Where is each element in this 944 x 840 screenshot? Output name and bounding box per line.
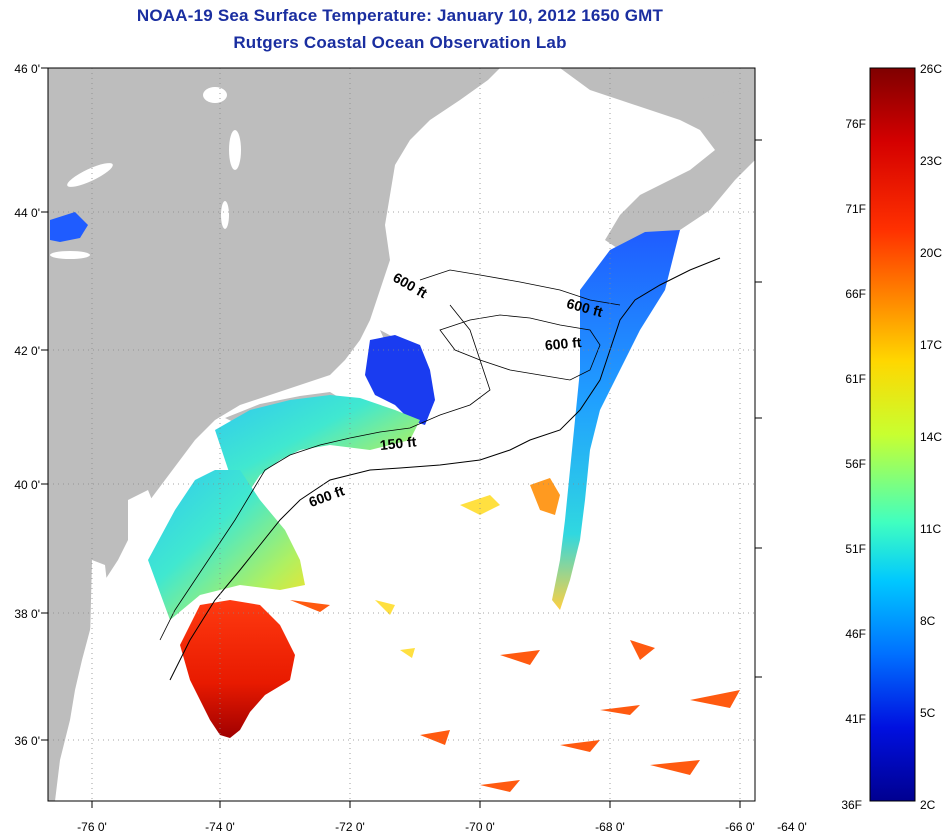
colorbar — [869, 67, 916, 802]
sst-patch-blue-nw — [50, 212, 88, 242]
lat-label: 42 0' — [14, 344, 40, 358]
map-subtitle: Rutgers Coastal Ocean Observation Lab — [233, 33, 567, 52]
lon-label: -68 0' — [595, 820, 625, 834]
lat-label: 36 0' — [14, 734, 40, 748]
colorbar-celsius-labels: 26C 23C 20C 17C 14C 11C 8C 5C 2C — [920, 62, 942, 812]
bathymetry-contour-150ft — [159, 304, 491, 641]
fahrenheit-label: 61F — [845, 372, 866, 386]
fahrenheit-label: 51F — [845, 542, 866, 556]
celsius-label: 8C — [920, 614, 936, 628]
celsius-label: 23C — [920, 154, 942, 168]
bathymetry-contour-fundy — [419, 269, 621, 306]
fahrenheit-label: 36F — [841, 798, 862, 812]
fahrenheit-label: 76F — [845, 117, 866, 131]
land-us-mainland — [48, 68, 500, 801]
contour-label: 150 ft — [379, 433, 417, 453]
lon-label: -64 0' — [777, 820, 807, 834]
delaware-bay — [120, 490, 160, 585]
map-title: NOAA-19 Sea Surface Temperature: January… — [136, 6, 664, 25]
map-frame — [47, 67, 756, 802]
lake — [229, 130, 241, 170]
sst-patch-cape-cod — [365, 335, 435, 425]
lake — [50, 251, 90, 259]
fahrenheit-label: 56F — [845, 457, 866, 471]
celsius-label: 26C — [920, 62, 942, 76]
lon-label: -70 0' — [465, 820, 495, 834]
fahrenheit-label: 71F — [845, 202, 866, 216]
sst-patch-warm-eddy — [530, 478, 560, 515]
lat-label: 38 0' — [14, 607, 40, 621]
bathymetry-contour-600ft — [169, 257, 721, 681]
sst-patch-gulf-stream — [180, 600, 295, 738]
gulf-of-maine — [405, 125, 660, 260]
fahrenheit-label: 41F — [845, 712, 866, 726]
lake — [203, 87, 227, 103]
lon-label: -72 0' — [335, 820, 365, 834]
celsius-label: 11C — [920, 522, 941, 536]
lon-label: -74 0' — [205, 820, 235, 834]
lake — [67, 163, 113, 187]
sst-patch-mab — [148, 470, 305, 620]
sst-patch-shelf-band — [215, 395, 420, 505]
celsius-label: 2C — [920, 798, 936, 812]
celsius-label: 20C — [920, 246, 942, 260]
lat-lon-grid — [48, 68, 755, 801]
fahrenheit-label: 66F — [845, 287, 866, 301]
lat-label: 40 0' — [14, 478, 40, 492]
land-cape-breton — [700, 88, 755, 140]
chesapeake-bay — [80, 560, 110, 780]
colorbar-fahrenheit-labels: 76F 71F 66F 61F 56F 51F 46F 41F 36F — [841, 117, 866, 812]
celsius-label: 5C — [920, 706, 936, 720]
lon-label: -66 0' — [725, 820, 755, 834]
lat-label: 46 0' — [14, 62, 40, 76]
lat-label: 44 0' — [14, 206, 40, 220]
fahrenheit-label: 46F — [845, 627, 866, 641]
sst-patch-east-ribbon — [552, 230, 680, 610]
celsius-label: 14C — [920, 430, 942, 444]
bathymetry-contour-gulf-maine — [439, 314, 601, 381]
celsius-label: 17C — [920, 338, 942, 352]
axis-ticks — [41, 67, 762, 808]
lake — [221, 201, 229, 229]
contour-label: 600 ft — [544, 334, 582, 353]
lon-label: -76 0' — [77, 820, 107, 834]
